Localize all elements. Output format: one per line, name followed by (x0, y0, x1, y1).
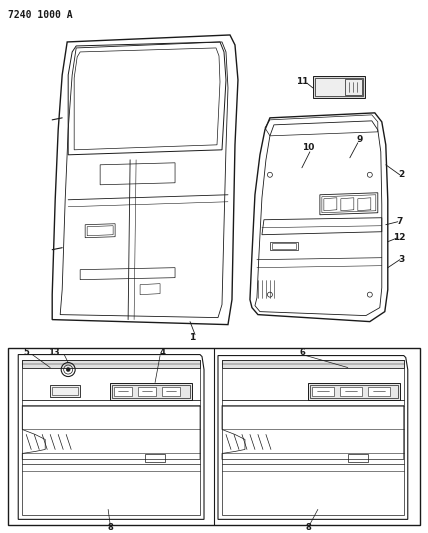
Polygon shape (308, 383, 400, 400)
Polygon shape (312, 386, 334, 395)
Text: 3: 3 (398, 255, 405, 264)
Polygon shape (340, 386, 362, 395)
Text: 2: 2 (398, 170, 405, 179)
Text: 9: 9 (357, 135, 363, 144)
Text: 8: 8 (305, 523, 311, 532)
Text: 11: 11 (296, 77, 308, 86)
Polygon shape (114, 386, 132, 395)
Polygon shape (138, 386, 156, 395)
Polygon shape (313, 76, 365, 98)
Text: 6: 6 (300, 348, 306, 357)
Text: 5: 5 (23, 348, 29, 357)
Circle shape (66, 368, 70, 372)
Text: 7: 7 (397, 217, 403, 226)
Polygon shape (50, 384, 80, 397)
Text: 10: 10 (302, 143, 314, 152)
Text: 8: 8 (107, 523, 113, 532)
Text: 13: 13 (48, 348, 60, 357)
Text: 4: 4 (159, 348, 165, 357)
Text: 12: 12 (393, 233, 406, 242)
Polygon shape (110, 383, 192, 400)
Polygon shape (162, 386, 180, 395)
Polygon shape (315, 78, 363, 96)
Polygon shape (368, 386, 390, 395)
Polygon shape (222, 360, 404, 368)
Text: 7240 1000 A: 7240 1000 A (8, 10, 73, 20)
Text: 1: 1 (189, 333, 195, 342)
Polygon shape (22, 360, 200, 368)
